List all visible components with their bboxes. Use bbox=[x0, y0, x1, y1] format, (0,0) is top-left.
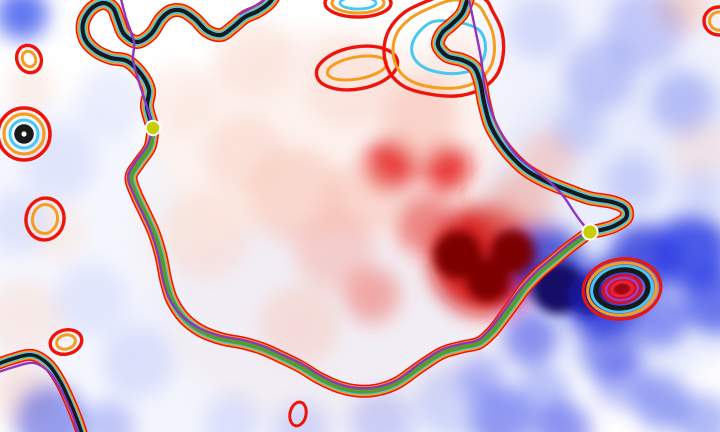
critical-point-marker-right bbox=[581, 223, 599, 241]
upper-left-boundary-bundle bbox=[75, 0, 280, 135]
island-left-ringed bbox=[0, 106, 52, 162]
lower-boundary-bundle bbox=[124, 121, 597, 398]
island-left-low bbox=[48, 327, 84, 357]
upper-right-boundary-bundle bbox=[430, 0, 635, 239]
island-top-right-corner bbox=[702, 5, 720, 37]
island-top-edge-blob bbox=[323, 0, 393, 19]
critical-point-markers-layer bbox=[144, 119, 599, 241]
island-top-left-small bbox=[14, 43, 44, 75]
purple-upper-left bbox=[120, 0, 155, 130]
island-left-mid bbox=[24, 196, 66, 242]
cap-outline-orange bbox=[391, 0, 496, 90]
purple-contour-layer bbox=[0, 0, 592, 432]
island-bottom-small-red bbox=[288, 400, 308, 428]
bottom-left-ridge-bundle bbox=[0, 348, 88, 432]
cap-outline-red bbox=[382, 0, 506, 98]
contour-bundles-layer bbox=[0, 0, 635, 432]
critical-point-marker-left bbox=[144, 119, 162, 137]
purple-ridge bbox=[0, 361, 80, 432]
compact-source-ringed-feature bbox=[581, 257, 663, 321]
purple-lower bbox=[126, 126, 592, 390]
purple-upper-right bbox=[467, 0, 592, 234]
purple-top-arc bbox=[238, 0, 266, 16]
